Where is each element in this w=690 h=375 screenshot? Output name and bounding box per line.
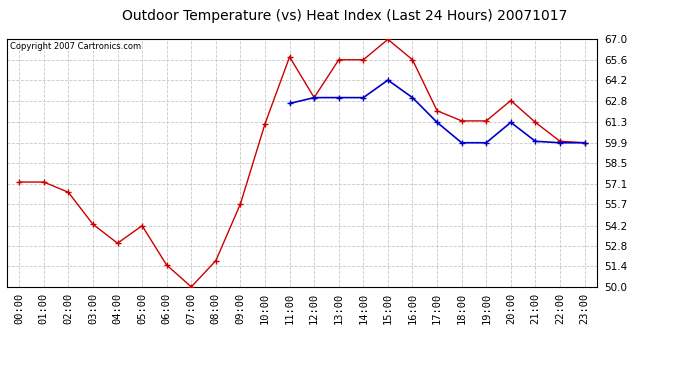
Text: Outdoor Temperature (vs) Heat Index (Last 24 Hours) 20071017: Outdoor Temperature (vs) Heat Index (Las…	[122, 9, 568, 23]
Text: Copyright 2007 Cartronics.com: Copyright 2007 Cartronics.com	[10, 42, 141, 51]
